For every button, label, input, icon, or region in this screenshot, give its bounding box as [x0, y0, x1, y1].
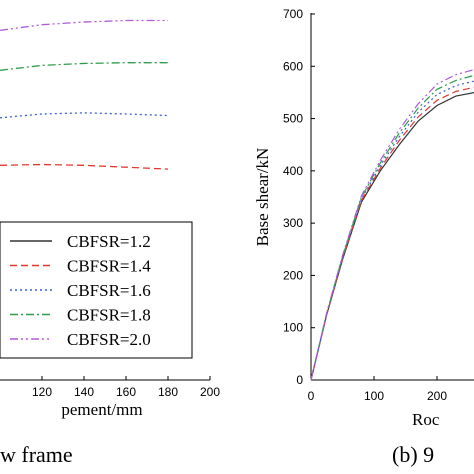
left-series: [0, 19, 169, 237]
left-line-cbfsr-2-0: [0, 19, 168, 32]
legend: CBFSR=1.2 CBFSR=1.4 CBFSR=1.6 CBFSR=1.8 CBFS…: [0, 221, 193, 359]
right-y-tick-label: 600: [283, 59, 303, 73]
left-x-tick-label: 160: [116, 385, 136, 399]
right-y-axis-label: Base shear/kN: [253, 148, 272, 247]
right-axis-ticks: 0 100 200 300 400 500 600 700 0 100 200: [283, 7, 447, 403]
legend-label-cbfsr-1-4: CBFSR=1.4: [67, 257, 151, 276]
left-line-cbfsr-1-8: [0, 62, 168, 71]
right-line-cbfsr-1-8: [310, 74, 474, 381]
legend-box: [0, 221, 193, 359]
right-chart: 0 100 200 300 400 500 600 700 0 100 200 Base shear…: [253, 7, 474, 467]
left-x-tick-label: 200: [200, 385, 220, 399]
left-x-tick-label: 180: [158, 385, 178, 399]
legend-label-cbfsr-2-0: CBFSR=2.0: [67, 330, 151, 349]
right-x-tick-label: 200: [427, 389, 447, 403]
right-y-tick-label: 100: [283, 321, 303, 335]
right-y-tick-label: 0: [296, 373, 303, 387]
right-series: [310, 69, 474, 381]
legend-label-cbfsr-1-8: CBFSR=1.8: [67, 306, 151, 325]
left-line-cbfsr-1-6: [0, 112, 169, 119]
left-x-tick-label: 120: [32, 385, 52, 399]
legend-label-cbfsr-1-6: CBFSR=1.6: [67, 281, 151, 300]
legend-label-cbfsr-1-2: CBFSR=1.2: [67, 232, 151, 251]
right-x-tick-label: 0: [308, 389, 315, 403]
right-y-tick-label: 400: [283, 164, 303, 178]
right-y-tick-label: 500: [283, 112, 303, 126]
right-y-tick-label: 700: [283, 7, 303, 21]
left-x-tick-label: 140: [74, 385, 94, 399]
right-line-cbfsr-1-2: [310, 91, 474, 381]
left-x-ticks: 120 140 160 180 200: [32, 376, 220, 399]
right-line-cbfsr-1-4: [310, 86, 474, 381]
right-x-axis-label: Roc: [412, 410, 440, 429]
right-x-tick-label: 100: [364, 389, 384, 403]
left-line-cbfsr-1-4: [0, 163, 169, 170]
right-line-cbfsr-1-6: [310, 80, 474, 381]
right-y-tick-label: 200: [283, 268, 303, 282]
left-caption: w frame: [0, 442, 73, 467]
right-y-tick-label: 300: [283, 216, 303, 230]
right-caption: (b) 9: [392, 442, 434, 467]
right-line-cbfsr-2-0: [310, 69, 474, 381]
left-chart: 120 140 160 180 200 pement/mm w frame CBFSR=…: [0, 19, 220, 467]
left-x-axis-label: pement/mm: [61, 400, 142, 419]
